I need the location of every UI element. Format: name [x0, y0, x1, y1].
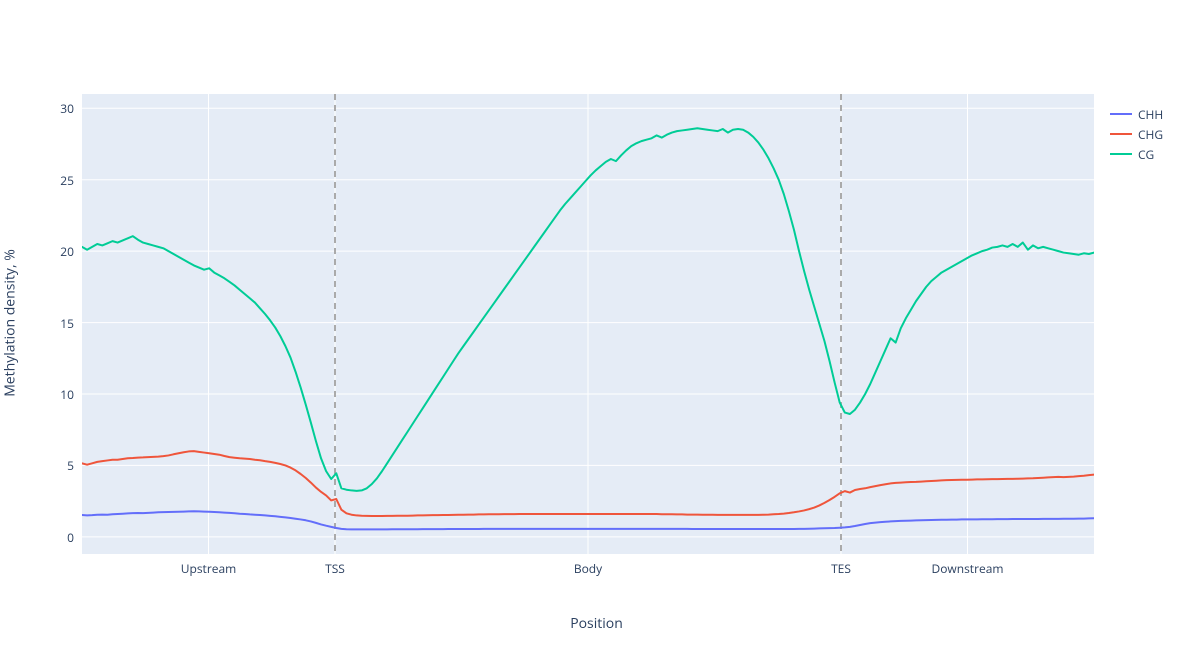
y-tick: 5: [42, 457, 74, 474]
legend-label: CHG: [1138, 126, 1163, 143]
x-tick: TSS: [325, 560, 345, 577]
legend-item-CG[interactable]: CG: [1110, 144, 1163, 164]
legend-swatch: [1110, 113, 1132, 115]
chart-container: Methylation density, % 0 5 10 15 20 25 30 Upst…: [0, 0, 1193, 645]
legend: CHH CHG CG: [1110, 104, 1163, 164]
legend-swatch: [1110, 153, 1132, 155]
x-tick: Downstream: [932, 560, 1004, 577]
x-tick: TES: [831, 560, 851, 577]
x-tick: Body: [574, 560, 602, 577]
y-tick: 0: [42, 529, 74, 546]
y-tick: 10: [42, 386, 74, 403]
y-tick: 25: [42, 172, 74, 189]
y-tick: 30: [42, 100, 74, 117]
legend-label: CG: [1138, 146, 1154, 163]
y-tick: 20: [42, 243, 74, 260]
plot-area: [82, 94, 1094, 554]
x-tick: Upstream: [181, 560, 237, 577]
y-tick: 15: [42, 315, 74, 332]
x-axis-label: Position: [0, 614, 1193, 633]
plot-svg: [82, 94, 1094, 554]
legend-item-CHG[interactable]: CHG: [1110, 124, 1163, 144]
y-axis-label: Methylation density, %: [1, 249, 20, 397]
legend-swatch: [1110, 133, 1132, 135]
legend-item-CHH[interactable]: CHH: [1110, 104, 1163, 124]
legend-label: CHH: [1138, 106, 1163, 123]
